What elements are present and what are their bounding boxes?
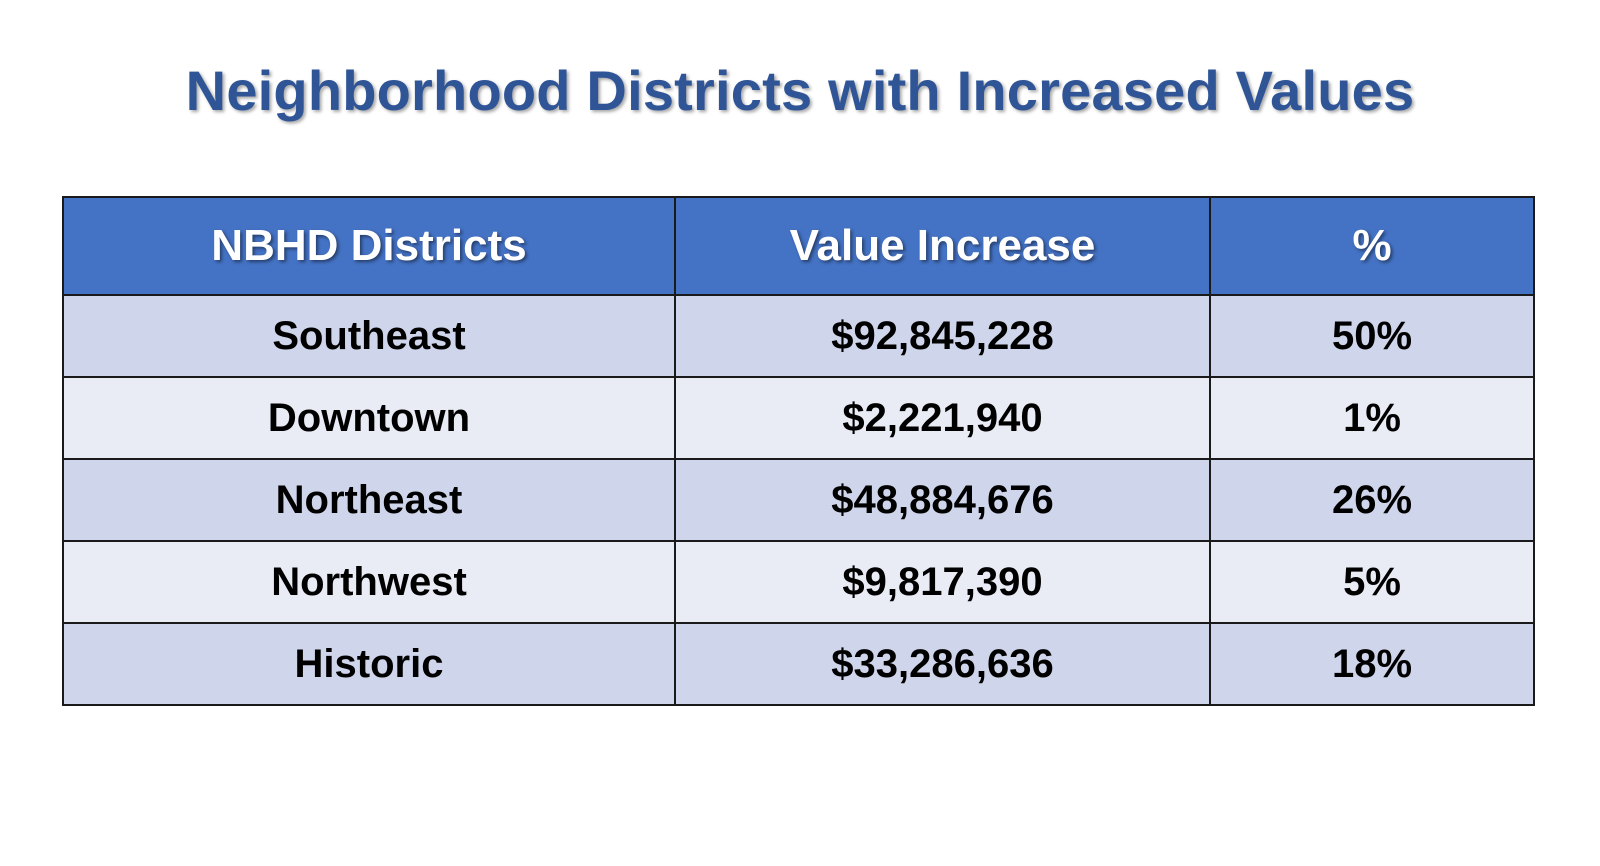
percent-cell: 18%: [1209, 622, 1535, 706]
percent-cell: 1%: [1209, 376, 1535, 460]
percent-cell: 50%: [1209, 294, 1535, 378]
table-row: Northwest $9,817,390 5%: [62, 540, 1535, 624]
value-increase-cell: $92,845,228: [674, 294, 1211, 378]
column-header-percent: %: [1209, 196, 1535, 296]
value-increase-cell: $9,817,390: [674, 540, 1211, 624]
district-cell: Downtown: [62, 376, 676, 460]
percent-cell: 26%: [1209, 458, 1535, 542]
district-cell: Northeast: [62, 458, 676, 542]
district-values-table: NBHD Districts Value Increase % Southeas…: [62, 196, 1535, 706]
table-header-row: NBHD Districts Value Increase %: [62, 196, 1535, 296]
column-header-value-increase: Value Increase: [674, 196, 1211, 296]
page-title: Neighborhood Districts with Increased Va…: [185, 59, 1415, 122]
value-increase-cell: $33,286,636: [674, 622, 1211, 706]
table-row: Historic $33,286,636 18%: [62, 622, 1535, 706]
table-row: Downtown $2,221,940 1%: [62, 376, 1535, 460]
district-cell: Northwest: [62, 540, 676, 624]
value-increase-cell: $2,221,940: [674, 376, 1211, 460]
value-increase-cell: $48,884,676: [674, 458, 1211, 542]
table-row: Southeast $92,845,228 50%: [62, 294, 1535, 378]
district-cell: Historic: [62, 622, 676, 706]
percent-cell: 5%: [1209, 540, 1535, 624]
district-cell: Southeast: [62, 294, 676, 378]
table-row: Northeast $48,884,676 26%: [62, 458, 1535, 542]
column-header-districts: NBHD Districts: [62, 196, 676, 296]
